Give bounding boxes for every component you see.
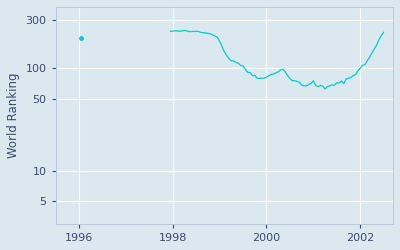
Y-axis label: World Ranking: World Ranking [7,73,20,158]
